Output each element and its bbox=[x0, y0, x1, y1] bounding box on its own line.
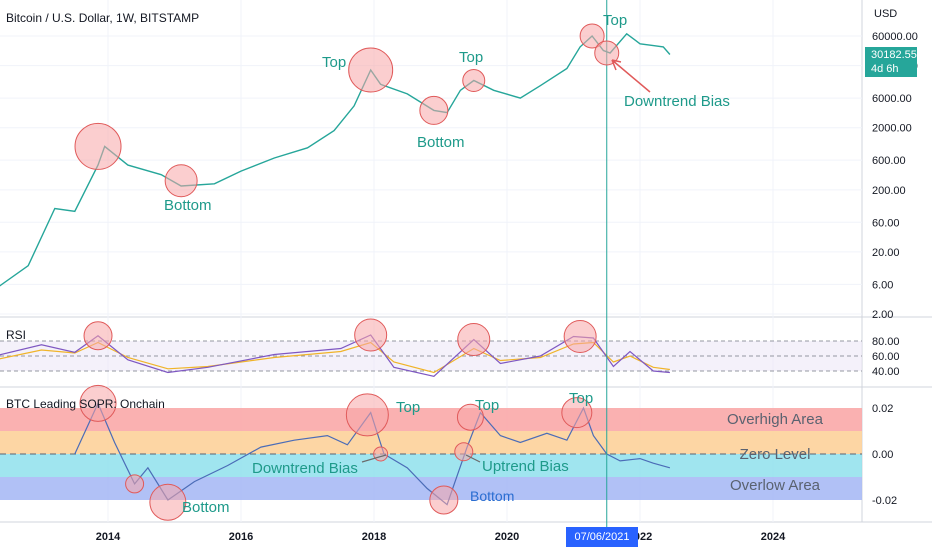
last-price-badge: 30182.55 4d 6h bbox=[865, 47, 917, 77]
chart-title: Bitcoin / U.S. Dollar, 1W, BITSTAMP bbox=[6, 11, 200, 25]
sopr-annotation-uptrend: Uptrend Bias bbox=[482, 458, 569, 475]
rsi-tick-label: 80.00 bbox=[872, 336, 900, 348]
rsi-circle bbox=[354, 318, 388, 352]
price-tick-label: 200.00 bbox=[872, 185, 906, 197]
rsi-tick-label: 40.00 bbox=[872, 366, 900, 378]
rsi-circle bbox=[457, 323, 491, 356]
price-annotation-top: Top bbox=[603, 12, 627, 29]
price-annotation-downtrend: Downtrend Bias bbox=[624, 93, 730, 110]
price-tick-label: 2.00 bbox=[872, 309, 893, 321]
price-bottom-circle bbox=[419, 95, 449, 125]
price-annotation-top: Top bbox=[322, 54, 346, 71]
price-top-circle bbox=[74, 122, 122, 170]
overhigh-zone-lower bbox=[0, 431, 862, 454]
uptrend-bias-arrow bbox=[465, 454, 481, 463]
highlight-circles bbox=[74, 23, 620, 521]
sopr-top-circle bbox=[456, 403, 484, 431]
price-top-circle bbox=[462, 69, 486, 93]
zero-level-label: Zero Level bbox=[740, 446, 811, 463]
downtrend-bias-arrow bbox=[361, 454, 387, 463]
time-tick-label: 2020 bbox=[495, 531, 519, 543]
price-tick-label: 20.00 bbox=[872, 247, 900, 259]
price-tick-label: 600.00 bbox=[872, 155, 906, 167]
time-tick-label: 2014 bbox=[96, 531, 121, 543]
sopr-tick-label: 0.02 bbox=[872, 403, 893, 415]
sopr-circle bbox=[125, 474, 145, 494]
annotations: Top Bottom Top Bottom Top Downtrend Bias Top To… bbox=[164, 12, 824, 516]
sopr-tick-label: -0.02 bbox=[872, 495, 897, 507]
rsi-tick-label: 60.00 bbox=[872, 351, 900, 363]
currency-label: USD bbox=[874, 8, 898, 20]
last-price: 30182.55 bbox=[871, 49, 917, 61]
overhigh-zone bbox=[0, 408, 862, 431]
rsi-circle bbox=[563, 320, 597, 353]
grid bbox=[0, 0, 932, 523]
sopr-annotation-bottom: Bottom bbox=[470, 488, 514, 504]
sopr-annotation-top: Top bbox=[475, 397, 499, 414]
sopr-circle bbox=[373, 446, 389, 462]
price-tick-label: 6.00 bbox=[872, 279, 893, 291]
rsi-circle bbox=[83, 321, 113, 351]
overhigh-area-label: Overhigh Area bbox=[727, 411, 824, 428]
crosshair-date-badge: 07/06/2021 bbox=[566, 527, 638, 547]
rsi-pane-title[interactable]: RSI bbox=[6, 328, 27, 342]
sopr-tick-label: 0.00 bbox=[872, 449, 893, 461]
bar-countdown: 4d 6h bbox=[871, 63, 899, 75]
price-tick-label: 60.00 bbox=[872, 217, 900, 229]
sopr-circle bbox=[454, 442, 474, 462]
overlow-zone bbox=[0, 477, 862, 500]
sopr-annotation-downtrend: Downtrend Bias bbox=[252, 460, 358, 477]
price-annotation-bottom: Bottom bbox=[164, 197, 212, 214]
price-top-circle bbox=[348, 47, 394, 93]
downtrend-arrow bbox=[611, 59, 651, 93]
sopr-annotation-top: Top bbox=[396, 399, 420, 416]
sopr-annotation-bottom: Bottom bbox=[182, 499, 230, 516]
sopr-bottom-circle bbox=[429, 485, 459, 515]
sopr-annotation-top: Top bbox=[569, 390, 593, 407]
sopr-zones bbox=[0, 340, 862, 500]
overlow-area-label: Overlow Area bbox=[730, 477, 821, 494]
price-annotation-bottom: Bottom bbox=[417, 134, 465, 151]
price-bottom-circle bbox=[164, 164, 198, 198]
price-circle bbox=[594, 40, 620, 66]
time-tick-label: 2018 bbox=[362, 531, 386, 543]
price-annotation-top: Top bbox=[459, 49, 483, 66]
price-tick-label: 60000.00 bbox=[872, 31, 918, 43]
price-tick-label: 6000.00 bbox=[872, 93, 912, 105]
time-tick-label: 2024 bbox=[761, 531, 786, 543]
sopr-bottom-circle bbox=[149, 483, 187, 521]
sopr-top-circle bbox=[345, 393, 389, 437]
sopr-pane-title[interactable]: BTC Leading SOPR: Onchain bbox=[6, 397, 165, 411]
price-top-circle bbox=[579, 23, 605, 49]
sopr-top-circle bbox=[79, 384, 117, 422]
time-tick-label: 2016 bbox=[229, 531, 253, 543]
price-tick-label: 2000.00 bbox=[872, 123, 912, 135]
sopr-top-circle bbox=[561, 397, 593, 429]
